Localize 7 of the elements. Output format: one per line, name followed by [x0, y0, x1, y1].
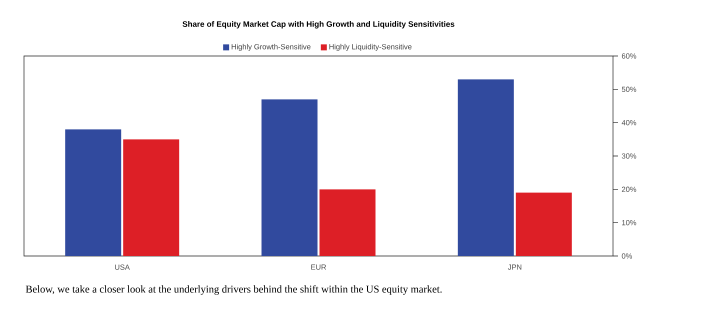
text: Below, we take a closer look at the underlying drivers behind the shift within the US equity market.	[26, 285, 442, 295]
bar	[320, 189, 376, 256]
bar	[65, 129, 122, 256]
bar	[516, 192, 572, 256]
bar	[458, 79, 514, 256]
bar	[123, 139, 180, 256]
bar	[262, 99, 318, 256]
